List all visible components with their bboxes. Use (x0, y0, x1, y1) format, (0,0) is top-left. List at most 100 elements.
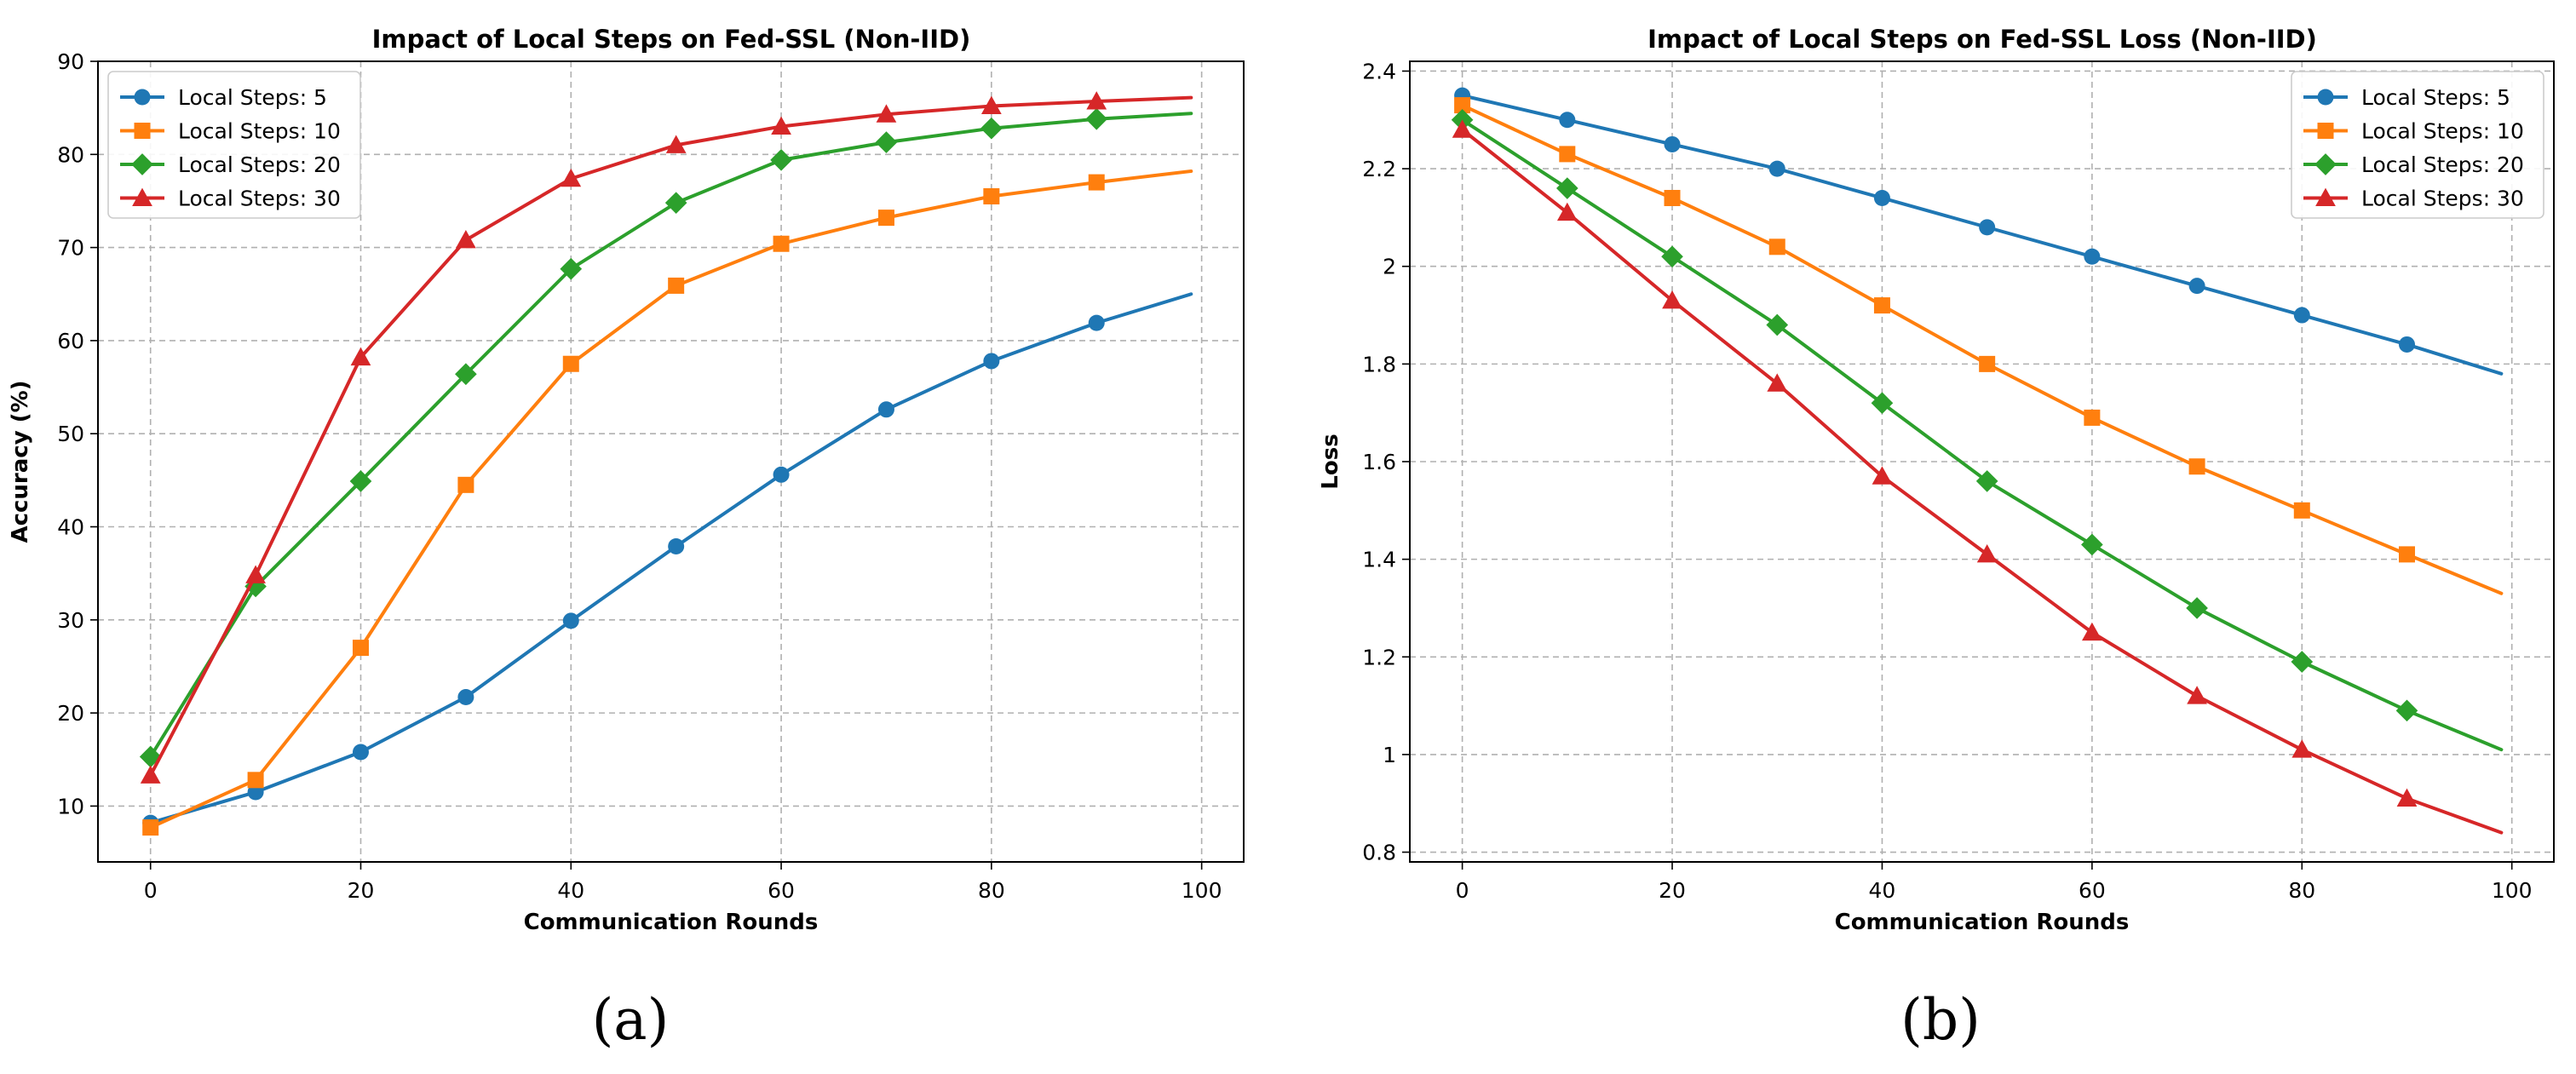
data-point (2399, 336, 2416, 353)
data-point (1086, 91, 1107, 110)
data-point (770, 149, 792, 171)
legend-marker (2317, 123, 2334, 139)
data-point (877, 401, 894, 418)
plot-frame (97, 60, 1245, 863)
data-point (1661, 245, 1683, 268)
data-point (2293, 502, 2310, 519)
data-point (1454, 97, 1471, 114)
x-tick-label: 60 (768, 878, 795, 903)
x-tick-label: 20 (1659, 878, 1686, 903)
data-point (1088, 174, 1105, 191)
data-point (1768, 160, 1785, 177)
data-point (456, 229, 476, 249)
y-tick-label: 60 (57, 329, 84, 353)
data-point (2396, 788, 2418, 807)
x-tick-label: 40 (557, 878, 584, 903)
y-tick-label: 2 (1383, 255, 1396, 279)
data-point (247, 772, 264, 789)
data-point (140, 765, 161, 784)
data-point (773, 235, 790, 252)
data-point (350, 347, 371, 366)
chart-panel-accuracy: 0 20 40 60 80 100 10 20 30 40 50 60 70 80 90 Impact of … (8, 25, 1245, 935)
chart-title: Impact of Local Steps on Fed-SSL Loss (N… (1647, 25, 2317, 54)
chart-title: Impact of Local Steps on Fed-SSL (Non-II… (372, 25, 971, 54)
panel-a-caption: (a) (592, 987, 670, 1053)
data-point (1664, 135, 1681, 152)
data-point (983, 187, 1000, 204)
y-tick-label: 80 (57, 142, 84, 167)
data-point (2399, 546, 2416, 563)
data-point (352, 640, 369, 657)
data-point (1768, 238, 1785, 256)
data-point (1662, 290, 1682, 309)
data-point (1975, 470, 1998, 492)
data-point (562, 355, 579, 372)
legend-label: Local Steps: 30 (178, 187, 341, 211)
y-tick-label: 1.2 (1362, 645, 1396, 669)
legend-marker (2317, 89, 2334, 106)
data-point (1873, 297, 1890, 314)
data-point (349, 470, 372, 492)
plot-frame (1409, 60, 2555, 863)
data-point (560, 257, 583, 280)
data-point (1452, 119, 1473, 138)
data-point (352, 744, 369, 761)
legend: Local Steps: 5 Local Steps: 10 Local Steps… (2291, 71, 2544, 219)
legend-label: Local Steps: 30 (2361, 187, 2524, 211)
legend-marker (2315, 187, 2336, 206)
data-point (875, 131, 898, 153)
data-point (668, 277, 685, 294)
data-point (2395, 699, 2418, 722)
data-point (1664, 189, 1681, 206)
data-point (561, 168, 582, 187)
x-axis-label: Communication Rounds (1835, 910, 2130, 935)
data-point (980, 117, 1003, 140)
x-axis-label: Communication Rounds (524, 910, 819, 935)
y-tick-label: 20 (57, 701, 84, 726)
y-tick-label: 50 (57, 422, 84, 446)
data-point (1088, 314, 1105, 331)
legend-box (2291, 71, 2544, 219)
x-tick-label: 0 (144, 878, 158, 903)
data-point (455, 363, 477, 386)
y-axis-label: Loss (1318, 434, 1343, 489)
x-tick-label: 80 (978, 878, 1005, 903)
data-point (139, 745, 162, 768)
data-point (664, 192, 687, 214)
data-point (668, 537, 685, 554)
data-point (1556, 202, 1578, 221)
x-tick-label: 100 (2492, 878, 2533, 903)
data-point (1767, 373, 1788, 392)
data-point (1559, 112, 1576, 129)
series-line-1 (148, 292, 1193, 825)
x-tick-label: 80 (2288, 878, 2315, 903)
x-tick-label: 20 (348, 878, 375, 903)
data-point (2188, 458, 2205, 475)
legend-marker (131, 153, 153, 175)
legend-label: Local Steps: 20 (2361, 152, 2524, 177)
data-point (1872, 466, 1893, 485)
x-tick-label: 40 (1869, 878, 1896, 903)
data-point (980, 95, 1002, 114)
legend-label: Local Steps: 20 (178, 152, 341, 177)
data-point (2081, 533, 2103, 556)
y-tick-label: 70 (57, 236, 84, 261)
data-point (876, 104, 897, 123)
series-line-2 (148, 169, 1193, 830)
legend-box (107, 71, 361, 219)
y-tick-label: 90 (57, 49, 84, 74)
y-tick-label: 40 (57, 515, 84, 540)
data-point (1873, 189, 1890, 206)
data-point (2291, 651, 2314, 673)
y-tick-label: 30 (57, 608, 84, 633)
data-point (1555, 177, 1578, 199)
data-point (457, 689, 474, 706)
data-point (2188, 278, 2205, 295)
data-point (1085, 107, 1108, 130)
y-tick-label: 2.4 (1362, 59, 1396, 83)
data-point (2186, 597, 2208, 619)
data-point (142, 819, 159, 836)
data-point (2084, 409, 2101, 426)
y-tick-label: 1 (1383, 743, 1396, 767)
y-tick-label: 1.4 (1362, 548, 1396, 572)
